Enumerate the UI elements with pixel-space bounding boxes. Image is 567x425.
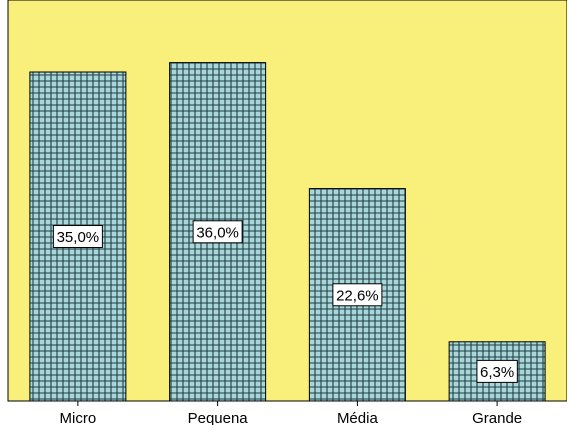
bars-group: 35,0% 36,0% 22,6% 6,3% <box>29 62 546 402</box>
data-label-grande: 6,3% <box>480 364 514 381</box>
x-tick-label-pequena: Pequena <box>188 410 249 425</box>
data-label-box-grande <box>476 359 518 383</box>
data-label-pequena: 36,0% <box>196 224 239 241</box>
data-label-box-micro <box>52 225 103 248</box>
data-label-box-media <box>332 283 383 307</box>
x-tick-label-micro: Micro <box>60 410 97 425</box>
x-tick-label-grande: Grande <box>472 410 522 425</box>
data-label-micro: 35,0% <box>57 229 100 246</box>
data-label-box-pequena <box>192 220 243 244</box>
x-axis-labels: Micro Pequena Média Grande <box>60 401 522 425</box>
data-label-media: 22,6% <box>336 287 379 304</box>
x-tick-label-media: Média <box>337 410 379 425</box>
